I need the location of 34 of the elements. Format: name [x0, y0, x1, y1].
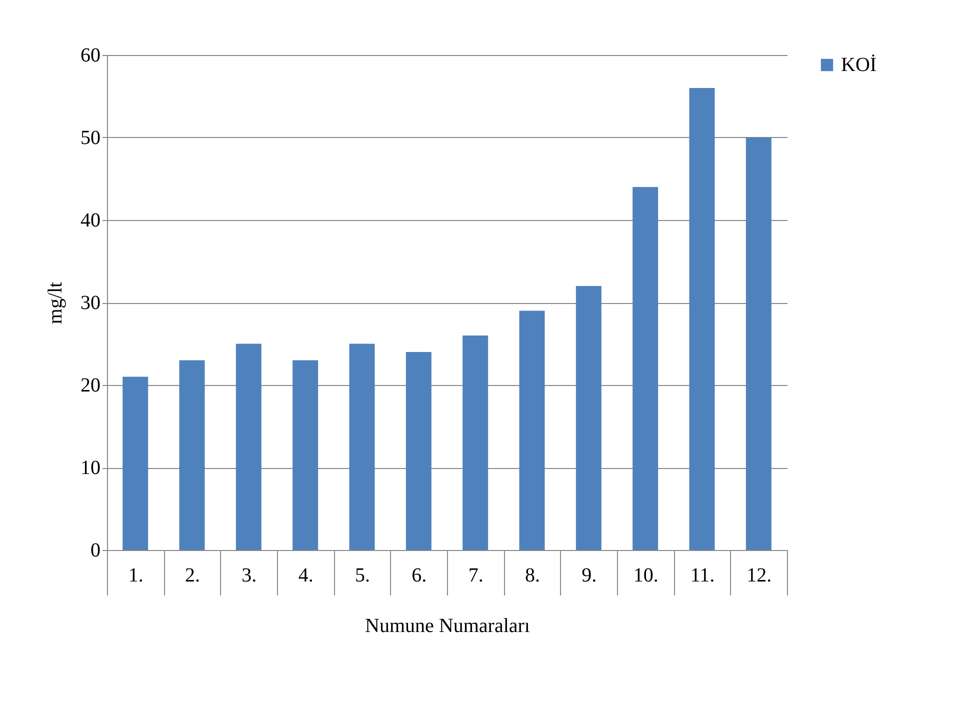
x-tick-label: 5.	[355, 564, 370, 586]
bar	[632, 187, 658, 550]
x-tick-label: 9.	[582, 564, 597, 586]
legend-label: KOİ	[841, 54, 877, 76]
bar	[179, 360, 205, 550]
x-tick-label: 4.	[298, 564, 314, 586]
bar	[746, 138, 772, 550]
bar	[462, 336, 488, 550]
x-tick-label: 2.	[185, 564, 200, 586]
bar	[576, 286, 602, 550]
x-tick-label: 7.	[468, 564, 484, 586]
x-tick-label: 1.	[128, 564, 144, 586]
bar	[519, 310, 545, 550]
y-axis-title: mg/lt	[44, 281, 66, 324]
bar	[122, 376, 148, 550]
x-tick-label: 6.	[412, 564, 427, 586]
bar	[292, 360, 318, 550]
y-tick-label: 60	[80, 44, 100, 66]
bar	[236, 344, 262, 550]
x-tick-label: 12.	[746, 564, 772, 586]
y-tick-label: 50	[80, 127, 100, 149]
bar	[689, 88, 715, 550]
x-tick-label: 11.	[690, 564, 715, 586]
x-tick-label: 8.	[525, 564, 540, 586]
bar	[406, 352, 432, 550]
x-tick-label: 3.	[242, 564, 257, 586]
y-tick-label: 20	[80, 374, 100, 396]
x-tick-label: 10.	[633, 564, 658, 586]
y-tick-label: 0	[90, 540, 100, 562]
y-tick-label: 40	[80, 210, 100, 232]
y-tick-label: 30	[80, 292, 100, 314]
bar	[349, 344, 375, 550]
y-tick-label: 10	[80, 457, 100, 479]
x-axis-title: Numune Numaraları	[365, 615, 530, 637]
